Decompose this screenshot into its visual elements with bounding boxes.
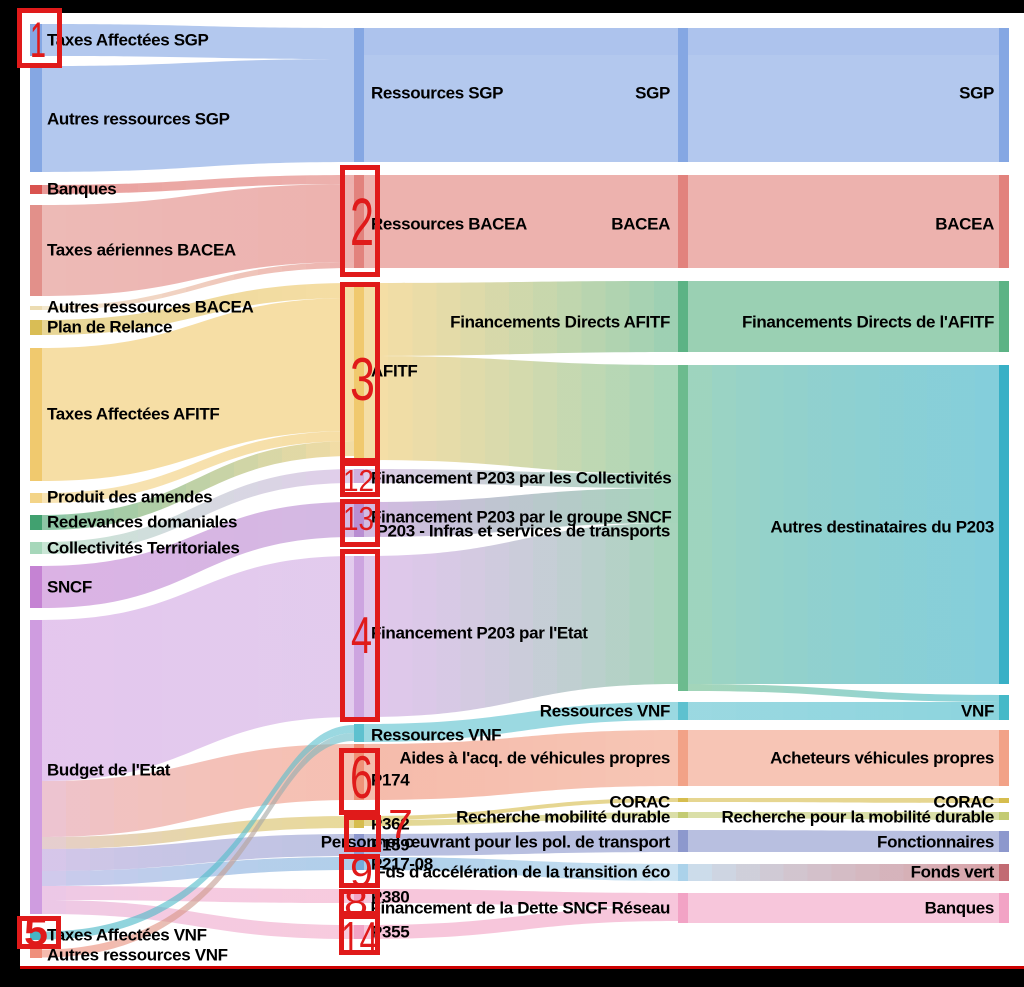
svg-text:13: 13 [343, 500, 374, 537]
svg-text:6: 6 [350, 744, 373, 811]
svg-text:Taxes Affectées SGP: Taxes Affectées SGP [47, 31, 209, 50]
svg-text:CORAC: CORAC [609, 793, 670, 812]
svg-text:Ressources SGP: Ressources SGP [371, 84, 503, 103]
svg-text:2: 2 [350, 185, 374, 260]
svg-text:P203 - Infras et services de t: P203 - Infras et services de transports [377, 522, 670, 541]
svg-text:9: 9 [350, 848, 373, 895]
svg-text:Ressources BACEA: Ressources BACEA [371, 215, 527, 234]
svg-text:Financement P203 par le groupe: Financement P203 par le groupe SNCF [371, 508, 671, 527]
svg-text:Banques: Banques [925, 899, 994, 918]
svg-text:BACEA: BACEA [611, 215, 670, 234]
svg-text:Redevances domaniales: Redevances domaniales [47, 513, 237, 532]
svg-text:3: 3 [350, 346, 375, 413]
svg-text:Autres ressources VNF: Autres ressources VNF [47, 946, 228, 965]
svg-text:P174: P174 [371, 771, 410, 790]
svg-text:Autres ressources SGP: Autres ressources SGP [47, 110, 230, 129]
svg-text:Financement P203 par les Colle: Financement P203 par les Collectivités [371, 469, 671, 488]
svg-text:P355: P355 [371, 923, 409, 942]
svg-text:Fonctionnaires: Fonctionnaires [877, 833, 994, 852]
svg-text:4: 4 [351, 607, 372, 665]
svg-text:Plan de Relance: Plan de Relance [47, 318, 172, 337]
svg-text:Financement de la Dette SNCF R: Financement de la Dette SNCF Réseau [370, 899, 670, 918]
svg-text:P380: P380 [371, 888, 409, 907]
svg-text:Financements Directs de l'AFIT: Financements Directs de l'AFITF [742, 313, 994, 332]
svg-text:Fonds vert: Fonds vert [911, 863, 995, 882]
svg-text:Financement P203 par l'Etat: Financement P203 par l'Etat [371, 624, 588, 643]
svg-text:1: 1 [30, 12, 46, 68]
svg-text:CORAC: CORAC [933, 793, 994, 812]
svg-text:Produit des amendes: Produit des amendes [47, 488, 212, 507]
svg-text:Taxes Affectées AFITF: Taxes Affectées AFITF [47, 405, 219, 424]
svg-text:12: 12 [343, 463, 374, 498]
svg-text:AFITF: AFITF [371, 362, 417, 381]
svg-text:Financements Directs AFITF: Financements Directs AFITF [450, 313, 670, 332]
svg-text:Banques: Banques [47, 180, 116, 199]
svg-text:14: 14 [341, 912, 378, 964]
svg-text:Ressources VNF: Ressources VNF [540, 702, 670, 721]
svg-text:SGP: SGP [635, 84, 670, 103]
svg-text:Acheteurs véhicules propres: Acheteurs véhicules propres [770, 749, 994, 768]
svg-text:Aides à l'acq. de véhicules pr: Aides à l'acq. de véhicules propres [399, 749, 670, 768]
svg-text:Ressources VNF: Ressources VNF [371, 726, 501, 745]
svg-text:Fds d'accélération de la trans: Fds d'accélération de la transition éco [375, 863, 670, 882]
svg-text:SNCF: SNCF [47, 578, 92, 597]
svg-text:Personnel œuvrant pour les pol: Personnel œuvrant pour les pol. de trans… [321, 833, 671, 852]
svg-text:Autres destinataires du P203: Autres destinataires du P203 [770, 518, 994, 537]
svg-text:Recherche pour la mobilité dur: Recherche pour la mobilité durable [722, 808, 994, 827]
svg-text:7: 7 [388, 801, 413, 847]
svg-text:P217-08: P217-08 [371, 855, 433, 874]
svg-text:Recherche mobilité durable: Recherche mobilité durable [456, 808, 670, 827]
svg-text:BACEA: BACEA [935, 215, 994, 234]
svg-text:Budget de l'Etat: Budget de l'Etat [47, 761, 171, 780]
svg-text:Taxes Affectées VNF: Taxes Affectées VNF [47, 926, 207, 945]
svg-text:8: 8 [344, 882, 368, 923]
svg-text:VNF: VNF [961, 702, 994, 721]
svg-text:Collectivités Territoriales: Collectivités Territoriales [47, 539, 239, 558]
svg-text:Taxes aériennes BACEA: Taxes aériennes BACEA [47, 241, 236, 260]
svg-text:5: 5 [24, 911, 48, 954]
svg-text:Autres ressources BACEA: Autres ressources BACEA [47, 298, 253, 317]
svg-text:SGP: SGP [959, 84, 994, 103]
